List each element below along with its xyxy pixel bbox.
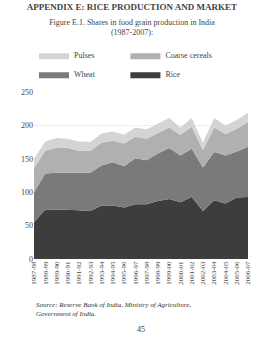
svg-text:0: 0: [29, 255, 33, 264]
svg-text:1997-98: 1997-98: [143, 261, 151, 285]
svg-text:Figure E.1. Shares in food gra: Figure E.1. Shares in food grain product…: [49, 18, 215, 37]
svg-text:150: 150: [21, 155, 33, 164]
svg-text:2004-05: 2004-05: [222, 261, 230, 285]
svg-text:1993-94: 1993-94: [98, 261, 106, 285]
svg-text:1994-95: 1994-95: [109, 261, 117, 285]
svg-text:2003-04: 2003-04: [210, 261, 218, 285]
svg-text:Wheat: Wheat: [74, 70, 96, 79]
svg-text:2002-03: 2002-03: [199, 261, 207, 285]
svg-text:Source: Reserve Bank of India,: Source: Reserve Bank of India, Ministry …: [36, 301, 191, 318]
svg-text:1990-91: 1990-91: [64, 261, 72, 285]
svg-text:1991-92: 1991-92: [75, 261, 83, 285]
svg-text:Rice: Rice: [165, 70, 180, 79]
svg-text:50: 50: [25, 221, 33, 230]
svg-text:200: 200: [21, 121, 33, 130]
svg-text:1999-00: 1999-00: [165, 261, 173, 285]
svg-text:1998-99: 1998-99: [154, 261, 162, 285]
svg-text:45: 45: [137, 325, 145, 334]
svg-text:Pulses: Pulses: [74, 51, 94, 60]
svg-text:APPENDIX E: RICE PRODUCTION AN: APPENDIX E: RICE PRODUCTION AND MARKET: [27, 2, 237, 12]
svg-text:1996-97: 1996-97: [132, 261, 140, 285]
svg-text:1992-93: 1992-93: [87, 261, 95, 285]
svg-text:2006-07: 2006-07: [244, 261, 252, 285]
svg-text:250: 250: [21, 88, 33, 97]
svg-text:1995-96: 1995-96: [120, 261, 128, 285]
svg-text:Coarse cereals: Coarse cereals: [165, 51, 211, 60]
svg-text:2000-01: 2000-01: [177, 261, 185, 285]
svg-text:1989-90: 1989-90: [53, 261, 61, 285]
svg-text:100: 100: [21, 188, 33, 197]
svg-text:2001-02: 2001-02: [188, 261, 196, 285]
svg-text:1988-89: 1988-89: [42, 261, 50, 285]
svg-text:2005-06: 2005-06: [233, 261, 241, 285]
svg-text:1987-88: 1987-88: [30, 261, 38, 285]
